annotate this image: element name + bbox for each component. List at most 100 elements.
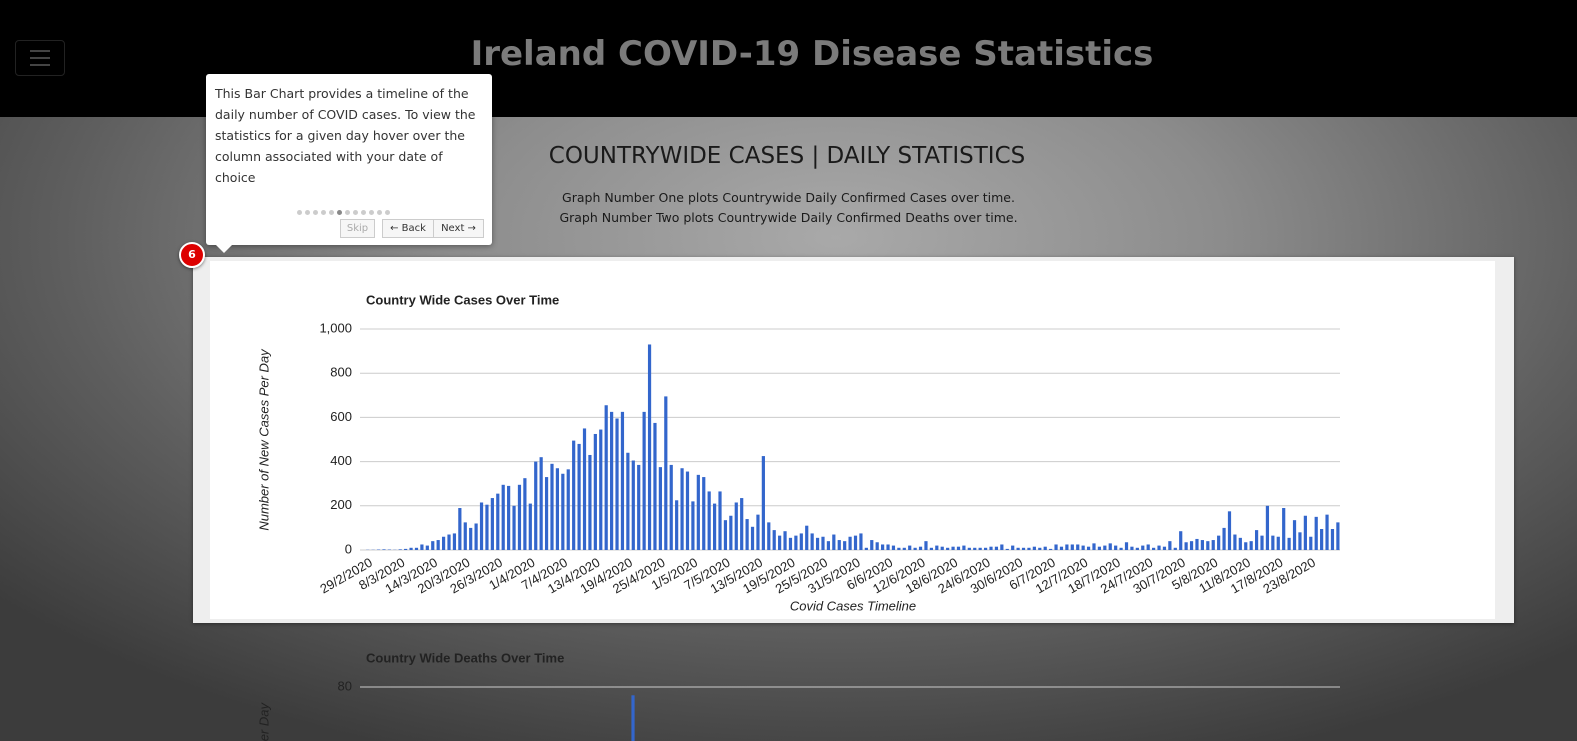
bar <box>978 547 982 550</box>
bar <box>1081 545 1085 550</box>
bar <box>404 548 408 550</box>
bar <box>626 452 630 550</box>
bar <box>1119 547 1123 550</box>
bar <box>1049 548 1053 550</box>
bar <box>1309 536 1313 550</box>
bar <box>1238 537 1242 550</box>
bar <box>918 546 923 550</box>
bar <box>805 525 809 550</box>
bar <box>1114 545 1118 550</box>
bar <box>1303 515 1307 550</box>
bar <box>620 411 625 550</box>
menu-button[interactable] <box>15 40 65 76</box>
bar <box>1200 540 1204 550</box>
bar <box>431 541 435 550</box>
bar <box>680 468 684 550</box>
bar <box>382 549 386 550</box>
bar <box>891 545 896 550</box>
bar <box>1059 546 1064 550</box>
bar <box>745 519 749 550</box>
bar <box>1330 529 1335 550</box>
bar <box>653 422 657 550</box>
bar <box>1124 542 1129 550</box>
bar <box>772 530 776 550</box>
bar <box>604 405 608 550</box>
bar <box>517 484 522 550</box>
bar <box>577 443 581 550</box>
y-tick-label: 0 <box>345 541 352 556</box>
bar <box>973 547 977 550</box>
bar <box>1206 541 1210 550</box>
bar <box>452 533 457 550</box>
bar <box>1016 547 1020 550</box>
bar <box>837 540 841 550</box>
bar <box>593 433 597 550</box>
bar <box>642 411 646 550</box>
y-axis-label: Number of New Cases Per Day <box>256 348 271 531</box>
bar <box>826 541 831 550</box>
bar <box>1179 531 1183 550</box>
bar <box>843 541 847 550</box>
bar <box>750 526 755 550</box>
bar <box>956 546 961 550</box>
bar <box>496 493 500 550</box>
bar <box>588 454 592 550</box>
bar <box>1211 540 1215 550</box>
bar <box>967 547 971 550</box>
bar <box>599 429 603 550</box>
y-axis-label: Number of New Deaths Per Day <box>256 702 271 741</box>
bar <box>994 546 999 550</box>
bar <box>485 504 489 550</box>
bar <box>1314 516 1318 550</box>
section-title: COUNTRYWIDE CASES | DAILY STATISTICS <box>548 143 1026 169</box>
step-badge: 6 <box>179 242 205 268</box>
skip-button[interactable]: Skip <box>340 219 375 238</box>
description: Graph Number One plots Countrywide Daily… <box>562 190 1015 205</box>
bar <box>718 491 722 550</box>
bar <box>881 544 885 550</box>
bar <box>810 533 814 550</box>
bar <box>1011 545 1015 550</box>
tour-popup: This Bar Chart provides a timeline of th… <box>206 74 492 253</box>
bar <box>875 542 879 550</box>
bar <box>712 503 717 550</box>
bar <box>647 344 652 550</box>
tour-progress <box>297 200 393 219</box>
bar <box>734 502 738 550</box>
bar <box>1054 544 1058 550</box>
chart-card <box>193 257 1514 623</box>
bar <box>1173 547 1177 550</box>
bar <box>409 547 413 550</box>
bar <box>1162 546 1167 550</box>
bar <box>723 520 728 550</box>
bar <box>870 540 874 550</box>
bar <box>631 695 635 741</box>
bar <box>1038 547 1042 550</box>
bar <box>1070 544 1074 550</box>
back-button[interactable]: ← Back <box>382 219 434 238</box>
chart-title: Country Wide Deaths Over Time <box>366 650 564 665</box>
bar <box>1195 538 1199 550</box>
bar <box>815 537 820 550</box>
bar <box>561 473 565 550</box>
bar <box>555 468 560 550</box>
bar <box>983 547 988 550</box>
next-button[interactable]: Next → <box>433 219 484 238</box>
bar <box>1135 547 1139 550</box>
bar <box>924 541 928 550</box>
bar <box>740 498 744 550</box>
bar <box>685 471 690 550</box>
bar <box>1146 544 1150 550</box>
bar <box>1141 545 1145 550</box>
bar <box>1021 547 1026 550</box>
chart-title: Country Wide Cases Over Time <box>366 292 559 307</box>
bar <box>566 469 570 550</box>
bar <box>610 411 614 550</box>
bar <box>853 535 858 550</box>
bar <box>398 549 402 550</box>
bar <box>1168 541 1172 550</box>
bar <box>788 537 793 550</box>
bar <box>523 478 527 550</box>
bar <box>420 544 424 550</box>
bar <box>935 545 939 550</box>
